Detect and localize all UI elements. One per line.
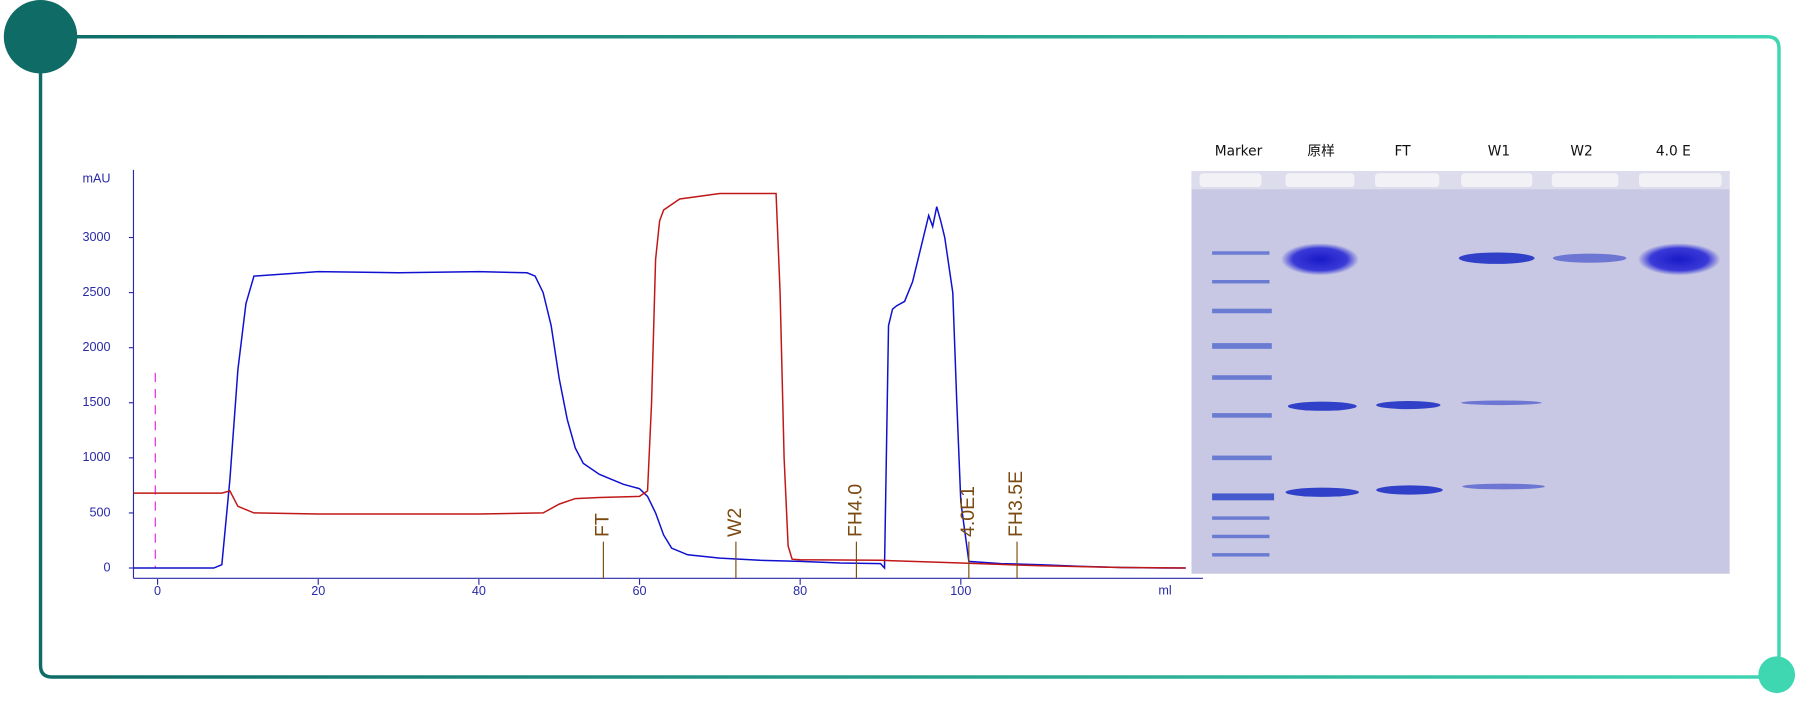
y-axis-label: mAU — [82, 171, 110, 185]
series-line — [133, 192, 1186, 569]
lane-label: Marker — [1215, 143, 1263, 159]
fraction-label: FH3.5E — [1005, 471, 1027, 537]
frame-dot — [3, 0, 78, 74]
x-tick-label: 60 — [633, 584, 647, 598]
fraction-label: FT — [592, 513, 614, 537]
fraction-label: FH4.0 — [845, 484, 867, 537]
fraction-label: W2 — [724, 508, 746, 537]
y-tick-label: 3000 — [82, 230, 110, 244]
series-line — [133, 206, 1186, 570]
x-tick-label: 20 — [311, 584, 325, 598]
fraction-label: 4.0E1 — [957, 486, 979, 537]
x-tick-label: 40 — [472, 584, 486, 598]
lane-label: 4.0 E — [1656, 143, 1691, 159]
y-tick-label: 2000 — [82, 340, 110, 354]
chromatogram: mAU ml 0 500 1000 1500 2000 2500 3000 0 20 40 60 80… — [82, 169, 1203, 598]
y-tick-label: 1000 — [82, 450, 110, 464]
lane-label: 原样 — [1307, 143, 1335, 159]
y-tick-label: 0 — [104, 560, 111, 574]
y-tick-label: 500 — [89, 505, 110, 519]
lane-label: W2 — [1570, 143, 1592, 159]
y-tick-label: 2500 — [82, 285, 110, 299]
lane-label: W1 — [1488, 143, 1510, 159]
frame-dot — [1758, 656, 1796, 694]
lane-label: FT — [1395, 143, 1412, 159]
x-tick-label: 80 — [793, 584, 807, 598]
x-tick-label: 0 — [154, 584, 161, 598]
gel — [1191, 170, 1730, 574]
x-axis-label: ml — [1158, 583, 1171, 597]
x-tick-label: 100 — [950, 584, 971, 598]
y-tick-label: 1500 — [82, 395, 110, 409]
gel-image: Marker 原样 FT W1 W2 4.0 E — [1191, 143, 1730, 574]
